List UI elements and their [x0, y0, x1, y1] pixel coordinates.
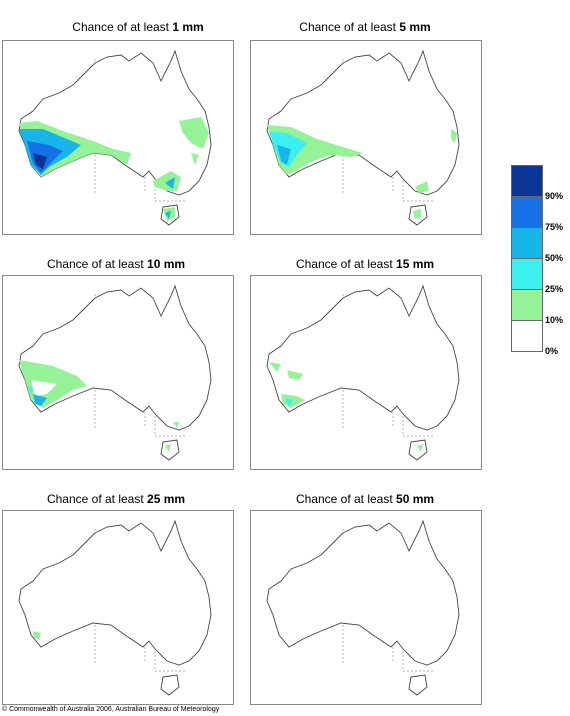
legend-label-75: 75% — [545, 222, 564, 232]
panel-title-10mm: Chance of at least 10 mm — [46, 257, 186, 271]
map-15mm — [250, 275, 482, 470]
panel-title-15mm: Chance of at least 15 mm — [295, 257, 435, 271]
legend-swatch-50-75 — [511, 228, 543, 259]
australia-map-15mm — [266, 284, 460, 461]
panel-title-1mm: Chance of at least 1 mm — [72, 20, 204, 34]
australia-map-1mm — [18, 49, 212, 226]
copyright-notice: © Commonwealth of Australia 2006, Austra… — [2, 706, 220, 713]
legend-swatch-0-10 — [511, 321, 543, 352]
legend-label-25: 25% — [545, 284, 564, 294]
map-1mm — [2, 40, 234, 235]
legend-swatch-90-100 — [511, 165, 543, 197]
legend-swatch-25-50 — [511, 259, 543, 290]
legend-label-0: 0% — [545, 346, 559, 356]
australia-map-5mm — [266, 49, 460, 226]
legend-swatch-75-90 — [511, 197, 543, 228]
map-25mm — [2, 510, 234, 705]
probability-legend: 90% 75% 50% 25% 10% 0% — [511, 165, 563, 356]
panel-title-5mm: Chance of at least 5 mm — [299, 20, 431, 34]
map-10mm — [2, 275, 234, 470]
legend-swatch-10-25 — [511, 290, 543, 321]
australia-map-10mm — [18, 284, 212, 461]
map-5mm — [250, 40, 482, 235]
australia-map-50mm — [266, 519, 460, 696]
legend-label-10: 10% — [545, 315, 564, 325]
map-50mm — [250, 510, 482, 705]
legend-label-50: 50% — [545, 253, 564, 263]
australia-map-25mm — [18, 519, 212, 696]
legend-label-90: 90% — [545, 191, 564, 201]
panel-title-50mm: Chance of at least 50 mm — [295, 492, 435, 506]
panel-title-25mm: Chance of at least 25 mm — [46, 492, 186, 506]
